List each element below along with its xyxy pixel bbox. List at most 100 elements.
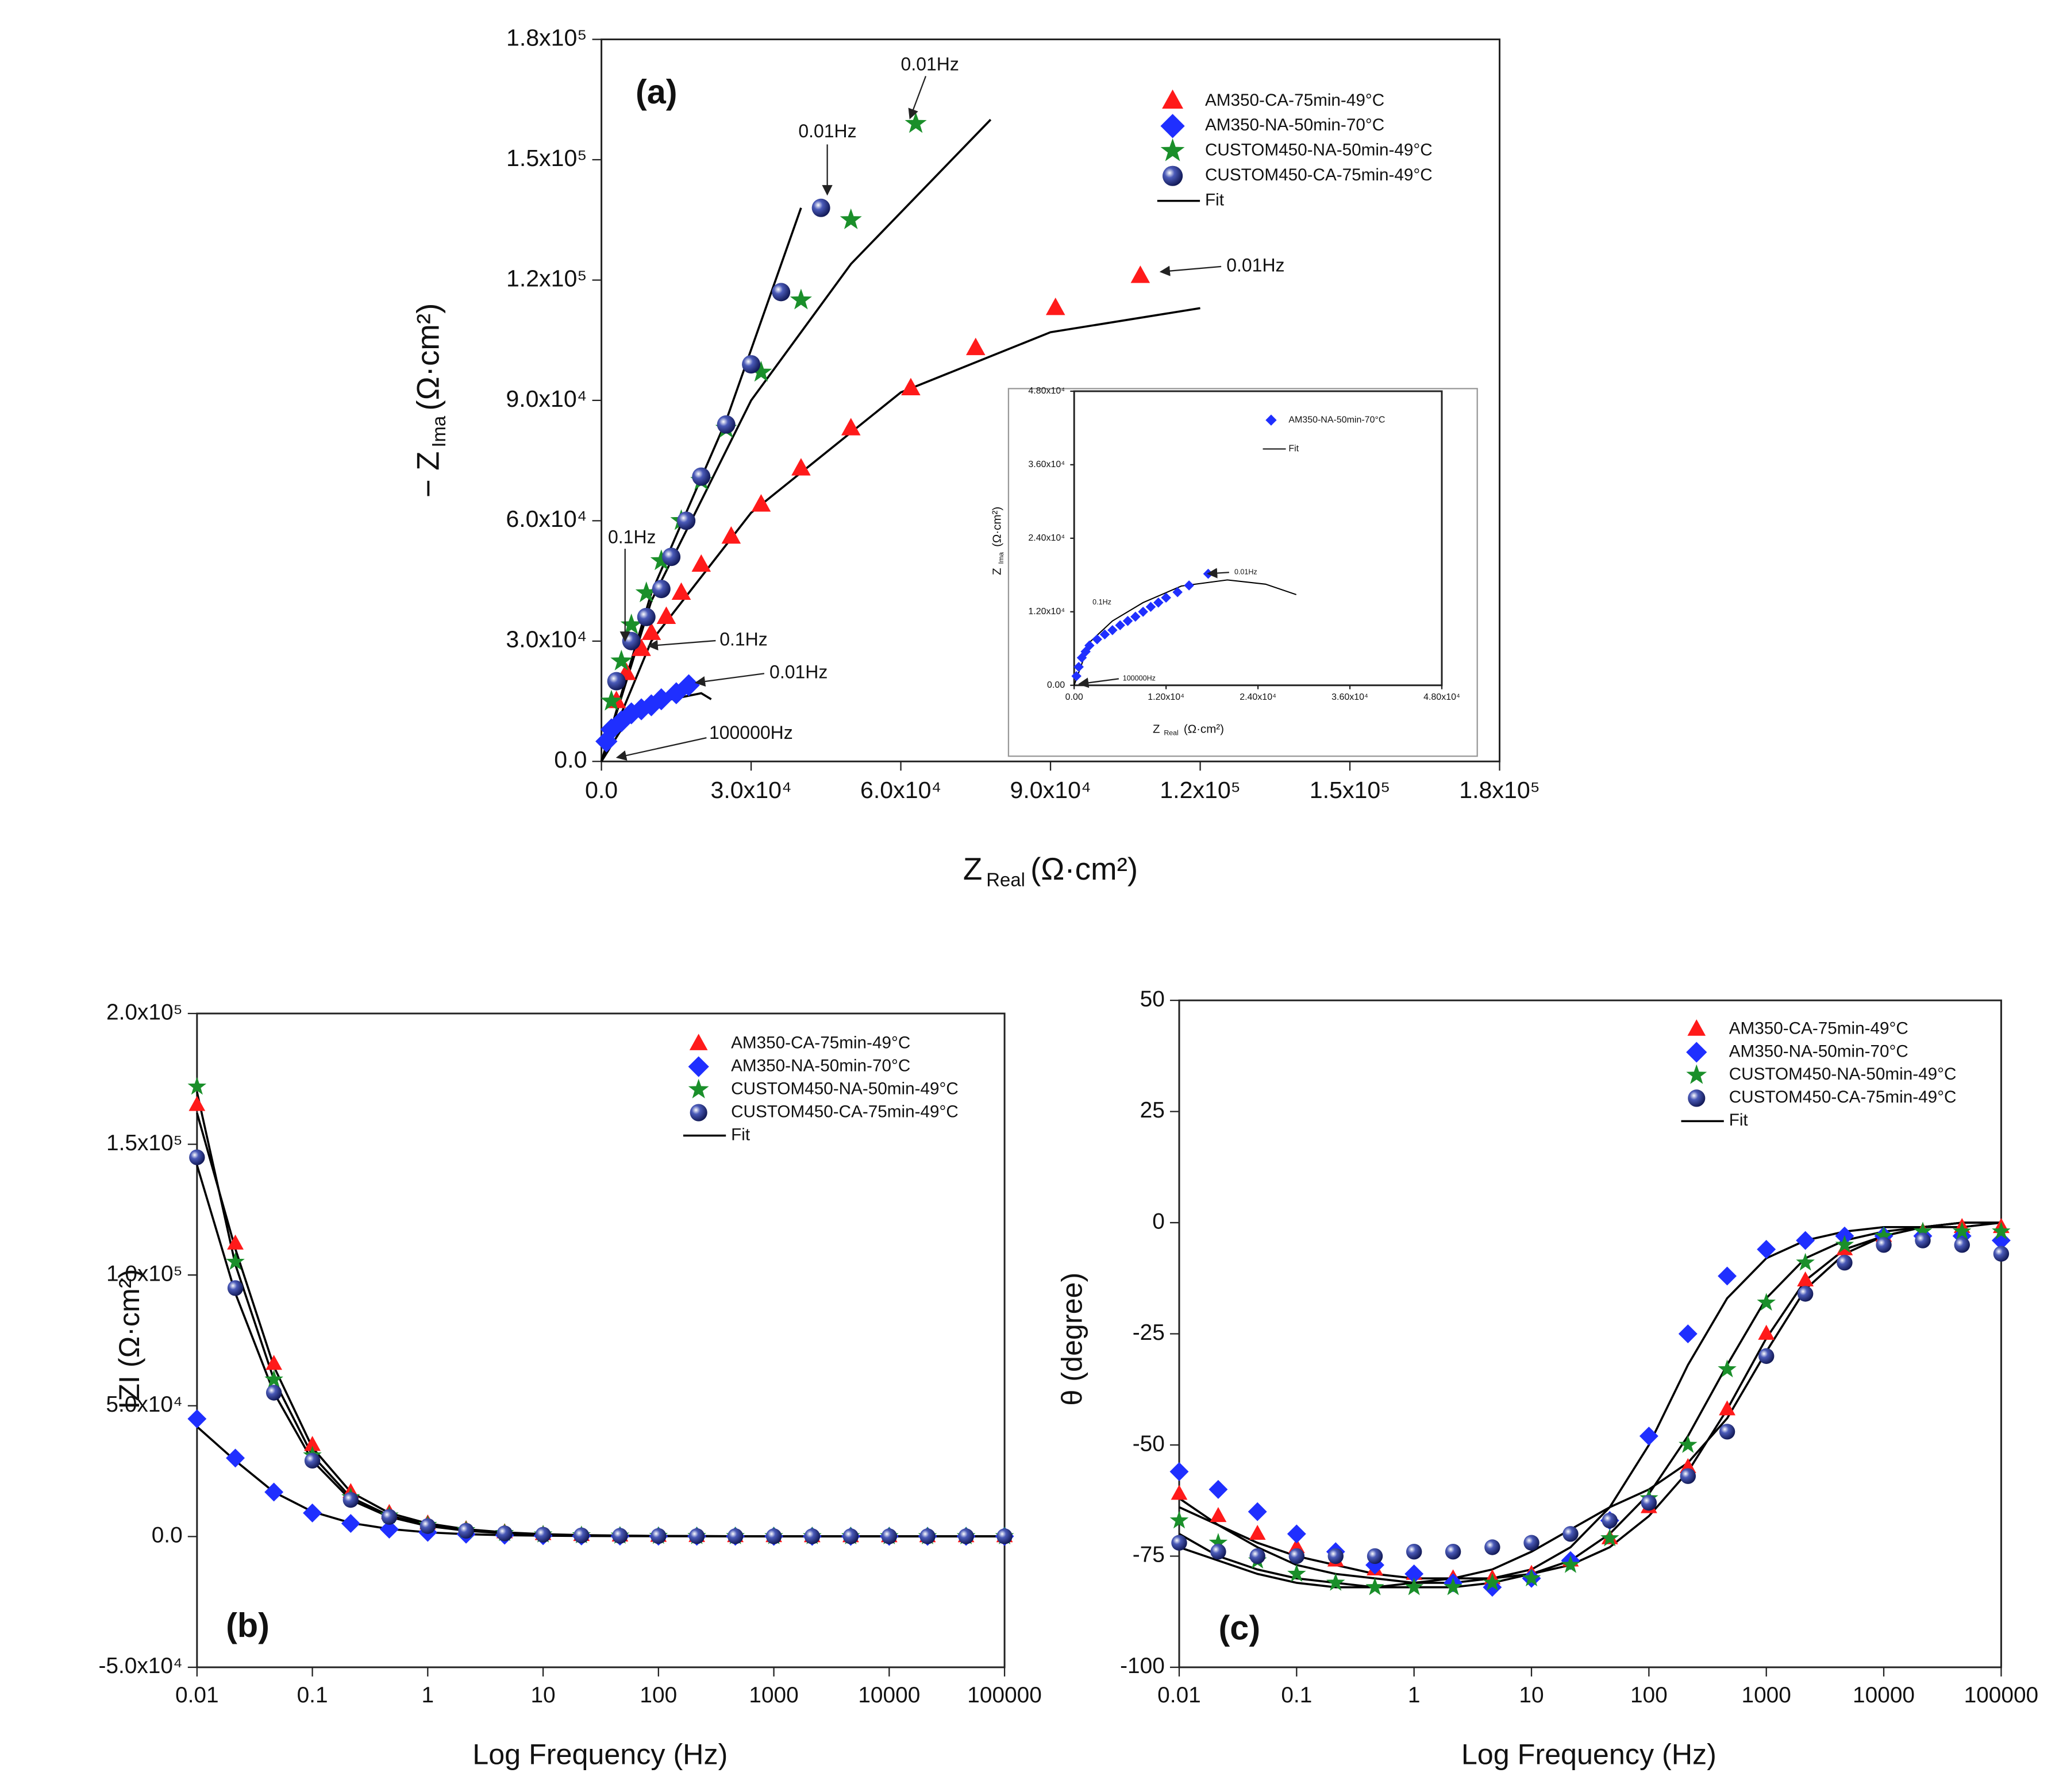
legend-label: AM350-CA-75min-49°C (731, 1033, 910, 1052)
marker-sphere (227, 1280, 244, 1296)
marker-triangle (656, 606, 676, 624)
legend-marker (1162, 165, 1183, 186)
marker-sphere (381, 1509, 398, 1525)
x-tick-label: 10 (1519, 1683, 1544, 1708)
x-axis-label: Z Real (Ω·cm²) (1153, 723, 1224, 737)
fit-line (600, 307, 1200, 762)
annotation-arrow (694, 673, 765, 687)
marker-star (790, 288, 812, 310)
x-tick-label: 0.01 (1157, 1683, 1201, 1708)
marker-sphere (1562, 1526, 1579, 1542)
y-tick-label: 1.2x10⁵ (506, 265, 587, 291)
marker-triangle (691, 554, 711, 572)
marker-triangle (671, 582, 691, 600)
marker-diamond (1209, 1479, 1228, 1499)
annotation: 0.1Hz (719, 629, 768, 650)
marker-triangle (966, 337, 986, 356)
marker-diamond (1718, 1266, 1737, 1286)
x-tick-label: 3.60x10⁴ (1331, 692, 1368, 702)
x-tick-label: 1 (1408, 1683, 1421, 1708)
marker-sphere (497, 1525, 513, 1541)
marker-triangle (641, 622, 661, 640)
x-tick-label: 1.5x10⁵ (1310, 777, 1390, 803)
marker-sphere (1797, 1286, 1814, 1302)
panel-label: (a) (636, 72, 678, 111)
annotation: 100000Hz (1123, 675, 1156, 683)
marker-star (1913, 1221, 1933, 1240)
marker-sphere (662, 548, 681, 566)
y-tick-label: 9.0x10⁴ (506, 386, 587, 412)
marker-star (1287, 1564, 1306, 1582)
marker-star (187, 1077, 207, 1095)
annotation-arrow (647, 639, 716, 651)
marker-diamond (1153, 598, 1164, 608)
marker-diamond (1639, 1427, 1658, 1446)
marker-sphere (1758, 1348, 1775, 1364)
annotation-arrow (1078, 677, 1119, 688)
marker-sphere (342, 1492, 359, 1508)
y-axis-label: θ (degree) (1056, 1273, 1088, 1406)
marker-diamond (1145, 602, 1156, 612)
marker-triangle (632, 638, 651, 656)
marker-star (1718, 1359, 1737, 1378)
marker-sphere (804, 1528, 821, 1544)
y-tick-label: 2.40x10⁴ (1028, 533, 1065, 543)
marker-sphere (1641, 1494, 1657, 1511)
y-tick-label: 1.0x10⁵ (106, 1261, 183, 1286)
marker-star (1796, 1253, 1815, 1271)
y-tick-label: -75 (1133, 1543, 1165, 1567)
marker-star (620, 613, 642, 635)
y-tick-label: 3.60x10⁴ (1028, 460, 1065, 469)
x-tick-label: 10000 (858, 1683, 920, 1708)
y-tick-label: -50 (1133, 1431, 1165, 1456)
legend-label: CUSTOM450-NA-50min-49°C (731, 1079, 959, 1098)
x-tick-label: 100000 (1964, 1683, 2039, 1708)
legend-label: CUSTOM450-CA-75min-49°C (1729, 1088, 1957, 1107)
marker-triangle (1797, 1271, 1814, 1286)
x-tick-label: 1.2x10⁵ (1160, 777, 1240, 803)
marker-star (610, 649, 633, 670)
x-tick-label: 1 (422, 1683, 434, 1708)
marker-sphere (727, 1528, 744, 1544)
y-tick-label: 50 (1140, 986, 1165, 1011)
x-tick-label: 3.0x10⁴ (711, 777, 792, 803)
marker-sphere (688, 1528, 705, 1544)
legend-label: CUSTOM450-CA-75min-49°C (1205, 165, 1433, 184)
marker-sphere (772, 283, 791, 302)
marker-triangle (304, 1436, 321, 1451)
x-tick-label: 0.0 (585, 777, 618, 803)
marker-sphere (1171, 1535, 1187, 1551)
marker-sphere (1993, 1246, 2010, 1262)
marker-diamond (1107, 625, 1118, 635)
legend-label: Fit (1729, 1111, 1749, 1130)
x-tick-label: 0.1 (297, 1683, 328, 1708)
marker-star (1600, 1528, 1619, 1547)
legend-marker (690, 1104, 707, 1122)
legend-marker (1688, 1089, 1706, 1107)
marker-triangle (1719, 1400, 1735, 1416)
marker-sphere (652, 580, 671, 599)
panel-label: (c) (1219, 1609, 1261, 1647)
marker-triangle (1210, 1507, 1227, 1523)
annotation-arrow (1159, 265, 1222, 276)
marker-sphere (811, 198, 830, 217)
plot-frame (196, 1012, 1006, 1668)
marker-diamond (1073, 661, 1084, 672)
y-tick-label: 2.0x10⁵ (106, 1000, 183, 1024)
marker-diamond (1404, 1564, 1424, 1583)
annotation-arrow (1206, 568, 1229, 579)
legend-marker (1265, 414, 1277, 426)
marker-star (1404, 1577, 1423, 1596)
marker-sphere (996, 1528, 1013, 1544)
marker-triangle (1288, 1538, 1305, 1554)
legend-label: AM350-NA-50min-70°C (1205, 115, 1384, 134)
marker-triangle (901, 377, 921, 395)
label-main: Z (963, 851, 983, 887)
label-unit: (Ω·cm²) (410, 303, 446, 411)
marker-sphere (677, 511, 696, 530)
label-sub: Real (986, 869, 1025, 890)
x-axis-label: Log Frequency (Hz) (1461, 1739, 1717, 1771)
marker-diamond (1757, 1240, 1776, 1259)
